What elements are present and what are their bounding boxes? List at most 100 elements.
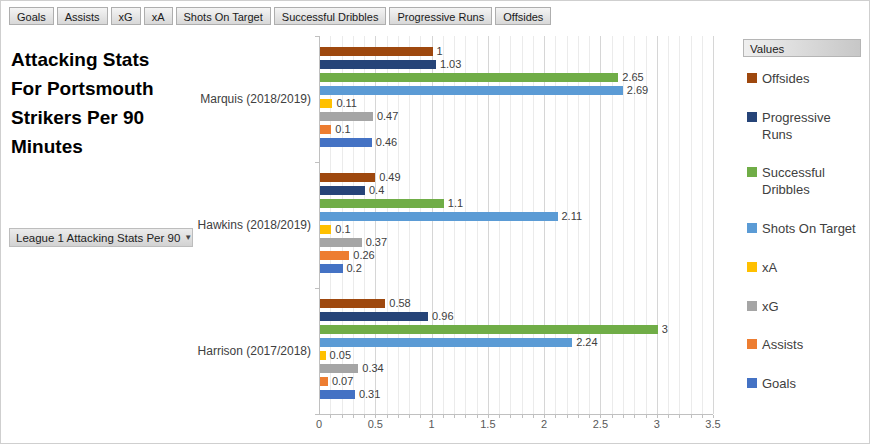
category-label-harrison-2017-2018-: Harrison (2017/2018) (181, 343, 311, 359)
bar-successful-dribbles-harrison-2017-2018- (320, 325, 658, 334)
minor-gridline (679, 36, 680, 414)
bar-value-label: 1.1 (448, 197, 463, 210)
chart-title: Attacking Stats For Portsmouth Strikers … (11, 45, 181, 161)
filter-button-xa[interactable]: xA (144, 7, 173, 25)
bar-offsides-harrison-2017-2018- (320, 299, 385, 308)
legend-swatch-icon (747, 223, 757, 233)
category-label-marquis-2018-2019-: Marquis (2018/2019) (181, 91, 311, 107)
row-axis-field-label: League 1 Attacking Stats Per 90 (16, 232, 180, 244)
filter-button-offsides[interactable]: Offsides (495, 7, 551, 25)
bar-value-label: 2.11 (562, 210, 583, 223)
minor-gridline (623, 36, 624, 414)
filter-button-shots-on-target[interactable]: Shots On Target (176, 7, 271, 25)
bar-assists-hawkins-2018-2019- (320, 251, 349, 260)
filter-button-successful-dribbles[interactable]: Successful Dribbles (274, 7, 387, 25)
legend-swatch-icon (747, 301, 757, 311)
bar-value-label: 0.2 (347, 262, 362, 275)
bar-value-label: 0.26 (353, 249, 374, 262)
bar-successful-dribbles-marquis-2018-2019- (320, 73, 618, 82)
filter-button-progressive-runs[interactable]: Progressive Runs (389, 7, 492, 25)
bar-shots-on-target-harrison-2017-2018- (320, 338, 572, 347)
filter-button-xg[interactable]: xG (111, 7, 141, 25)
bar-xg-marquis-2018-2019- (320, 112, 373, 121)
minor-gridline (702, 36, 703, 414)
field-filter-bar: GoalsAssistsxGxAShots On TargetSuccessfu… (9, 7, 551, 25)
bar-xa-hawkins-2018-2019- (320, 225, 331, 234)
filter-button-assists[interactable]: Assists (57, 7, 108, 25)
bar-value-label: 0.4 (369, 184, 384, 197)
category-axis-tick (315, 414, 319, 415)
bar-assists-harrison-2017-2018- (320, 377, 328, 386)
row-axis-field-button[interactable]: League 1 Attacking Stats Per 90 ▼ (9, 228, 193, 247)
value-axis-label-2: 2 (541, 418, 547, 430)
legend-swatch-icon (747, 339, 757, 349)
bar-value-label: 0.47 (377, 110, 398, 123)
bar-shots-on-target-marquis-2018-2019- (320, 86, 623, 95)
bar-offsides-marquis-2018-2019- (320, 47, 433, 56)
legend-label: Progressive Runs (762, 109, 861, 143)
bar-shots-on-target-hawkins-2018-2019- (320, 212, 558, 221)
major-gridline (713, 36, 714, 414)
legend-swatch-icon (747, 73, 757, 83)
legend-item-progressive-runs: Progressive Runs (747, 109, 861, 143)
value-axis-line (319, 414, 713, 415)
legend-label: Goals (762, 375, 796, 392)
filter-button-goals[interactable]: Goals (9, 7, 54, 25)
category-label-hawkins-2018-2019-: Hawkins (2018/2019) (181, 217, 311, 233)
bar-value-label: 2.24 (576, 336, 597, 349)
legend-item-xa: xA (747, 259, 861, 276)
category-axis-labels: Marquis (2018/2019) Hawkins (2018/2019) Ha… (181, 36, 311, 414)
legend-values-field-button[interactable]: Values (743, 39, 861, 57)
legend-swatch-icon (747, 262, 757, 272)
bar-value-label: 2.65 (622, 71, 643, 84)
bar-progressive-runs-hawkins-2018-2019- (320, 186, 365, 195)
legend-item-offsides: Offsides (747, 70, 861, 87)
bar-xa-harrison-2017-2018- (320, 351, 326, 360)
value-axis-label-1: 1 (429, 418, 435, 430)
bar-goals-harrison-2017-2018- (320, 390, 355, 399)
category-axis-tick (315, 162, 319, 163)
bar-xg-harrison-2017-2018- (320, 364, 358, 373)
bar-value-label: 0.11 (336, 97, 357, 110)
bar-goals-marquis-2018-2019- (320, 138, 372, 147)
bar-progressive-runs-harrison-2017-2018- (320, 312, 428, 321)
value-axis-label-2-5: 2.5 (593, 418, 608, 430)
legend-swatch-icon (747, 112, 757, 122)
bar-successful-dribbles-hawkins-2018-2019- (320, 199, 444, 208)
legend-label: Offsides (762, 70, 809, 87)
bar-value-label: 0.46 (376, 136, 397, 149)
legend-label: xG (762, 298, 779, 315)
legend-item-shots-on-target: Shots On Target (747, 220, 861, 237)
bar-value-label: 0.37 (366, 236, 387, 249)
bar-value-label: 1.03 (440, 58, 461, 71)
legend-item-assists: Assists (747, 336, 861, 353)
category-axis-tick (315, 36, 319, 37)
bar-value-label: 2.69 (627, 84, 648, 97)
legend-item-successful-dribbles: Successful Dribbles (747, 164, 861, 198)
legend-swatch-icon (747, 167, 757, 177)
pivot-chart-frame: GoalsAssistsxGxAShots On TargetSuccessfu… (0, 0, 870, 444)
bar-value-label: 0.34 (362, 362, 383, 375)
legend-label: Successful Dribbles (762, 164, 861, 198)
value-axis-label-3-5: 3.5 (705, 418, 720, 430)
bar-value-label: 0.58 (389, 297, 410, 310)
legend-item-goals: Goals (747, 375, 861, 392)
bar-xg-hawkins-2018-2019- (320, 238, 362, 247)
legend: Values Offsides Progressive Runs Successfu… (743, 39, 865, 409)
major-gridline (657, 36, 658, 414)
legend-label: Assists (762, 336, 803, 353)
legend-label: Shots On Target (762, 220, 856, 237)
bar-value-label: 0.1 (335, 123, 350, 136)
legend-swatch-icon (747, 378, 757, 388)
bar-xa-marquis-2018-2019- (320, 99, 332, 108)
value-axis-label-1-5: 1.5 (480, 418, 495, 430)
legend-label: xA (762, 259, 777, 276)
bar-value-label: 1 (437, 45, 443, 58)
plot-area: 11.032.652.690.110.470.10.460.490.41.12.… (319, 36, 713, 414)
bar-goals-hawkins-2018-2019- (320, 264, 343, 273)
value-axis-label-0-5: 0.5 (368, 418, 383, 430)
value-axis-label-3: 3 (654, 418, 660, 430)
bar-value-label: 3 (662, 323, 668, 336)
bar-value-label: 0.31 (359, 388, 380, 401)
bar-offsides-hawkins-2018-2019- (320, 173, 375, 182)
